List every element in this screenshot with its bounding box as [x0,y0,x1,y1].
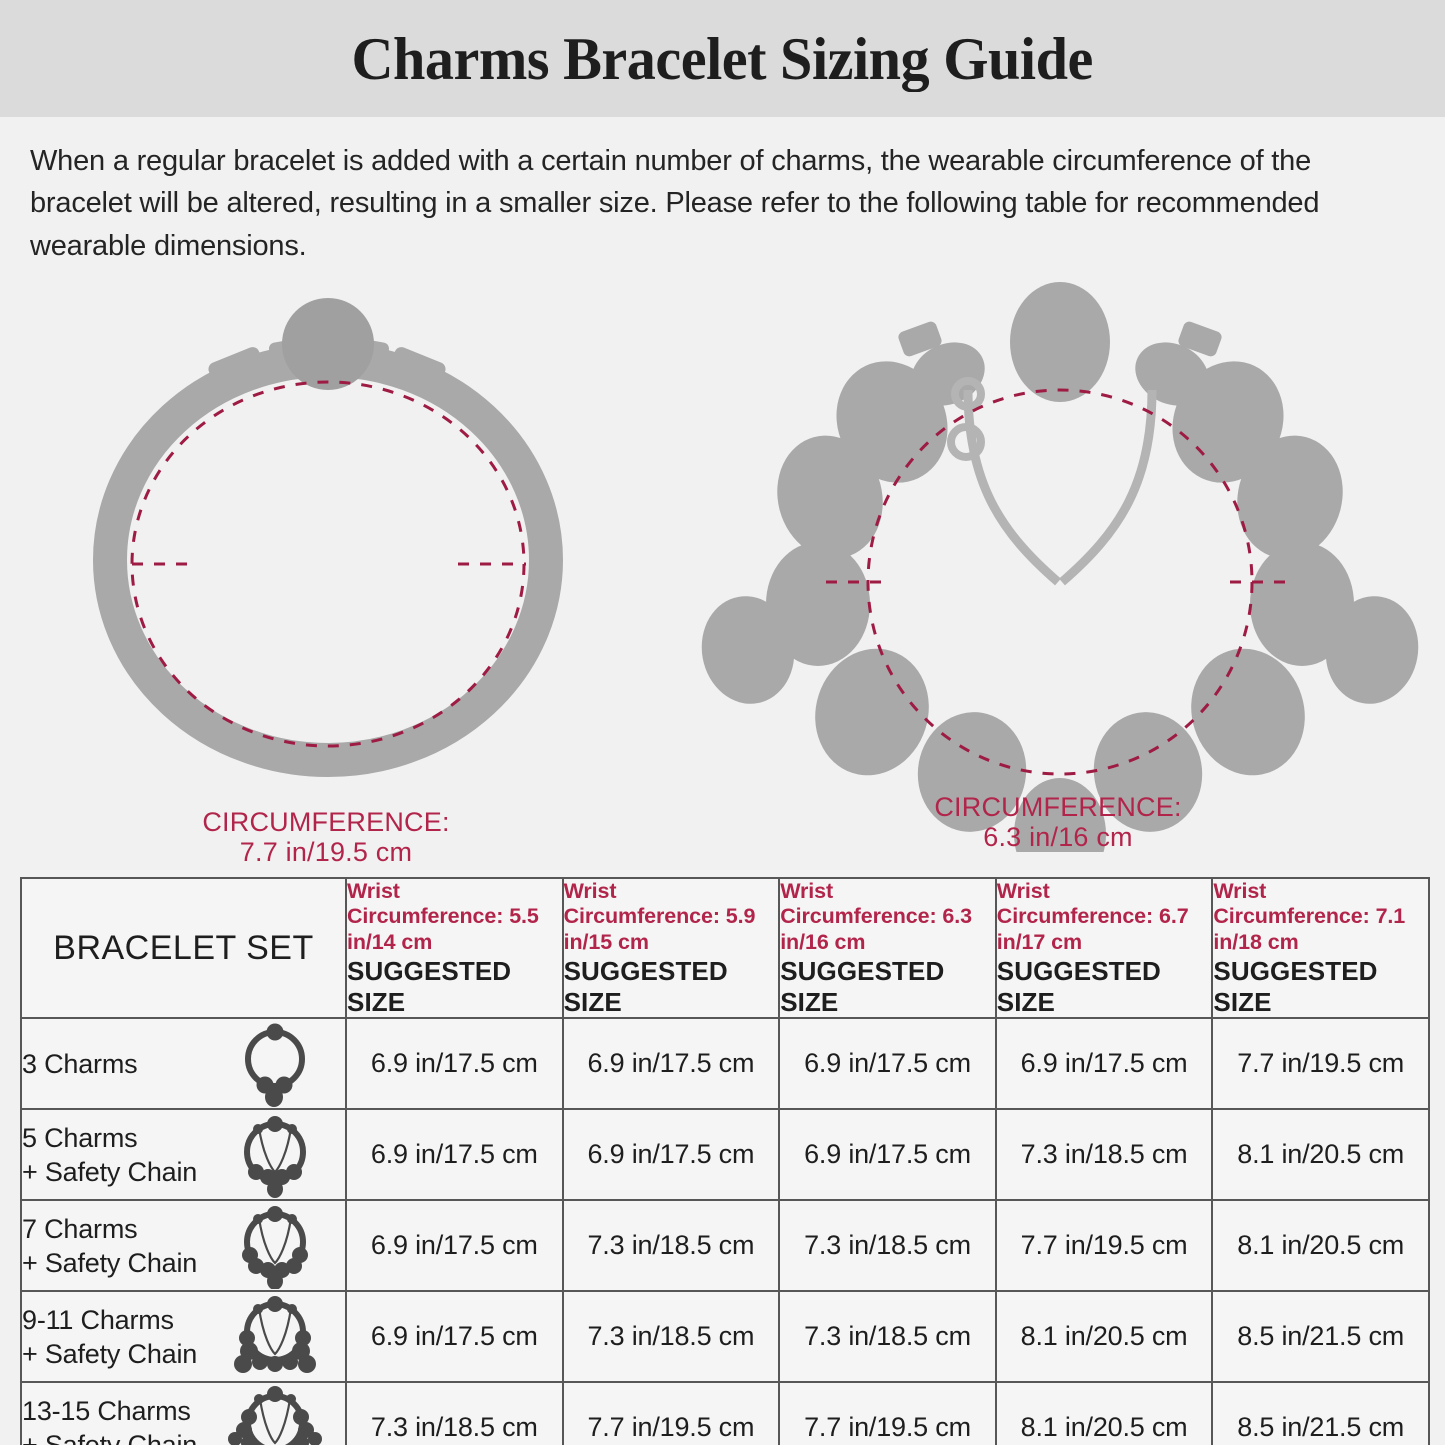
page-title: Charms Bracelet Sizing Guide [351,25,1094,92]
row-label: 3 Charms [22,1048,138,1079]
size-cell: 8.5 in/21.5 cm [1211,1290,1430,1384]
header-col-1: Wrist Circumference: 5.5 in/14 cm SUGGES… [345,876,564,1020]
row-label-cell: 3 Charms [20,1017,347,1111]
wrist-circumference-label: Wrist Circumference: 6.3 in/16 cm [780,879,972,954]
charm-bracelet-illustration [701,282,1419,852]
plain-bracelet-circumference-label: CIRCUMFERENCE: 7.7 in/19.5 cm [126,807,526,867]
size-cell: 8.5 in/21.5 cm [1211,1381,1430,1445]
clasp-bead-shape [282,298,374,390]
charm-bracelet-circumference-label: CIRCUMFERENCE: 6.3 in/16 cm [848,792,1268,852]
wrist-circumference-label: Wrist Circumference: 5.9 in/15 cm [563,879,756,954]
bracelet-5-charms-icon [244,1115,306,1198]
circumference-label-line1: CIRCUMFERENCE: [202,807,450,837]
size-cell: 8.1 in/20.5 cm [1211,1199,1430,1293]
size-cell: 7.3 in/18.5 cm [561,1290,781,1384]
size-cell: 6.9 in/17.5 cm [345,1017,564,1111]
table-row: 5 Charms + Safety Chain [20,1108,1430,1202]
circumference-label-line2: 7.7 in/19.5 cm [239,837,413,868]
header-bracelet-set: BRACELET SET [20,876,347,1020]
circumference-label-line2: 6.3 in/16 cm [983,822,1133,853]
intro-paragraph: When a regular bracelet is added with a … [30,145,1320,262]
size-cell: 7.3 in/18.5 cm [345,1381,564,1445]
suggested-size-label: SUGGESTED SIZE [563,956,728,1017]
size-cell: 8.1 in/20.5 cm [1211,1108,1430,1202]
size-cell: 7.3 in/18.5 cm [778,1199,997,1293]
table-row: 3 Charms 6.9 in/17.5 cm 6.9 in/17.5 cm 6… [20,1017,1430,1111]
size-cell: 6.9 in/17.5 cm [778,1108,997,1202]
size-cell: 7.7 in/19.5 cm [561,1381,781,1445]
table-header-row: BRACELET SET Wrist Circumference: 5.5 in… [20,876,1430,1020]
bracelet-7-charms-icon [242,1205,308,1289]
row-label: 7 Charms + Safety Chain [22,1213,198,1278]
sizing-table: BRACELET SET Wrist Circumference: 5.5 in… [20,876,1430,1445]
plain-bracelet-illustration [93,298,563,777]
charm-beads-group [701,282,1419,852]
bracelet-9-11-charms-icon [234,1295,316,1373]
safety-chain-shape [963,389,1157,586]
size-cell: 8.1 in/20.5 cm [994,1381,1214,1445]
row-label-cell: 7 Charms + Safety Chain [20,1199,347,1293]
suggested-size-label: SUGGESTED SIZE [780,956,945,1017]
size-cell: 8.1 in/20.5 cm [994,1290,1214,1384]
illustration-area: CIRCUMFERENCE: 7.7 in/19.5 cm [0,282,1445,867]
row-label-cell: 9-11 Charms + Safety Chain [20,1290,347,1384]
bangle-band-shape [93,337,563,777]
row-label-cell: 13-15 Charms + Safety Chain [20,1381,347,1445]
circumference-label-line1: CIRCUMFERENCE: [934,792,1182,822]
header-col-4: Wrist Circumference: 6.7 in/17 cm SUGGES… [994,876,1214,1020]
row-label: 5 Charms + Safety Chain [22,1122,198,1187]
row-label: 9-11 Charms + Safety Chain [22,1304,198,1369]
wrist-circumference-label: Wrist Circumference: 5.5 in/14 cm [347,879,539,954]
table-row: 7 Charms + Safety Chain [20,1199,1430,1293]
size-cell: 7.7 in/19.5 cm [778,1381,997,1445]
header-col-2: Wrist Circumference: 5.9 in/15 cm SUGGES… [561,876,781,1020]
size-cell: 6.9 in/17.5 cm [778,1017,997,1111]
bracelet-13-15-charms-icon [228,1385,322,1445]
size-cell: 7.7 in/19.5 cm [1211,1017,1430,1111]
safety-chain-link-icon [947,423,985,461]
size-cell: 7.3 in/18.5 cm [778,1290,997,1384]
size-cell: 6.9 in/17.5 cm [345,1290,564,1384]
size-cell: 6.9 in/17.5 cm [561,1108,781,1202]
size-cell: 6.9 in/17.5 cm [994,1017,1214,1111]
table-row: 9-11 Charms + Safety Chain [20,1290,1430,1384]
size-cell: 7.3 in/18.5 cm [994,1108,1214,1202]
suggested-size-label: SUGGESTED SIZE [996,956,1161,1017]
suggested-size-label: SUGGESTED SIZE [1213,956,1378,1017]
header-col-5: Wrist Circumference: 7.1 in/18 cm SUGGES… [1211,876,1430,1020]
table-row: 13-15 Charms + Safety Chain [20,1381,1430,1445]
suggested-size-label: SUGGESTED SIZE [347,956,512,1017]
header-col-3: Wrist Circumference: 6.3 in/16 cm SUGGES… [778,876,997,1020]
bracelet-3-charms-icon [245,1023,305,1107]
size-cell: 7.3 in/18.5 cm [561,1199,781,1293]
row-label-cell: 5 Charms + Safety Chain [20,1108,347,1202]
size-cell: 6.9 in/17.5 cm [561,1017,781,1111]
size-cell: 6.9 in/17.5 cm [345,1199,564,1293]
size-cell: 6.9 in/17.5 cm [345,1108,564,1202]
wrist-circumference-label: Wrist Circumference: 7.1 in/18 cm [1213,879,1406,954]
size-cell: 7.7 in/19.5 cm [994,1199,1214,1293]
page-header: Charms Bracelet Sizing Guide [0,0,1445,117]
safety-chain-clasp-icon [951,377,985,411]
wrist-circumference-label: Wrist Circumference: 6.7 in/17 cm [996,879,1189,954]
row-label: 13-15 Charms + Safety Chain [22,1395,198,1445]
